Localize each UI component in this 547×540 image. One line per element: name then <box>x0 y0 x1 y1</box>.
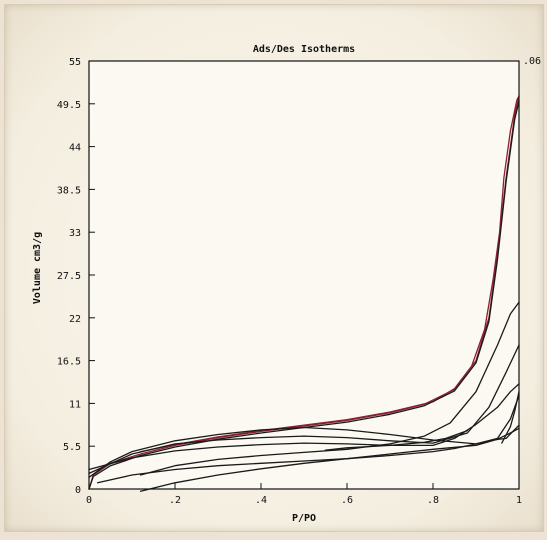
isotherm-chart: Ads/Des Isotherms P/PO Volume cm3/g .06 … <box>32 44 541 524</box>
y-tick-label: 16.5 <box>57 357 81 368</box>
series-line-11 <box>501 391 520 444</box>
y-tick-label: 38.5 <box>57 185 81 196</box>
series-line-2 <box>139 95 520 453</box>
y-tick-label: 44 <box>69 143 81 154</box>
x-tick-label: .6 <box>341 495 353 506</box>
x-tick-label: .2 <box>169 495 181 506</box>
y-tick-label: 33 <box>69 228 81 239</box>
y-tick-label: 55 <box>69 57 81 68</box>
x-axis-label: P/PO <box>292 513 316 524</box>
series-line-10 <box>324 429 469 451</box>
y-tick-label: 27.5 <box>57 271 81 282</box>
x-tick-label: 1 <box>516 495 522 506</box>
x-tick-label: 0 <box>86 495 92 506</box>
series-layer <box>88 95 520 492</box>
plot-area <box>89 61 519 489</box>
y-axis-label: Volume cm3/g <box>32 232 43 304</box>
y-tick-label: 0 <box>75 485 81 496</box>
axis-layer: 0 5.5 11 16.5 22 27.5 33 38.5 44 49.5 55 0 .2 .4 .6 .8 1 <box>57 57 522 506</box>
y-tick-label: 11 <box>69 399 81 410</box>
series-line-7 <box>88 383 520 471</box>
series-line-9 <box>139 427 520 492</box>
x-tick-label: .4 <box>255 495 267 506</box>
y-tick-label: 5.5 <box>63 442 81 453</box>
series-line-6 <box>139 301 520 476</box>
series-line-5 <box>88 344 520 475</box>
right-axis-label: .06 <box>523 56 541 67</box>
chart-card: Ads/Des Isotherms P/PO Volume cm3/g .06 … <box>4 4 544 532</box>
y-tick-label: 22 <box>69 314 81 325</box>
chart-title: Ads/Des Isotherms <box>253 44 355 55</box>
y-tick-label: 49.5 <box>57 100 81 111</box>
x-tick-label: .8 <box>427 495 439 506</box>
